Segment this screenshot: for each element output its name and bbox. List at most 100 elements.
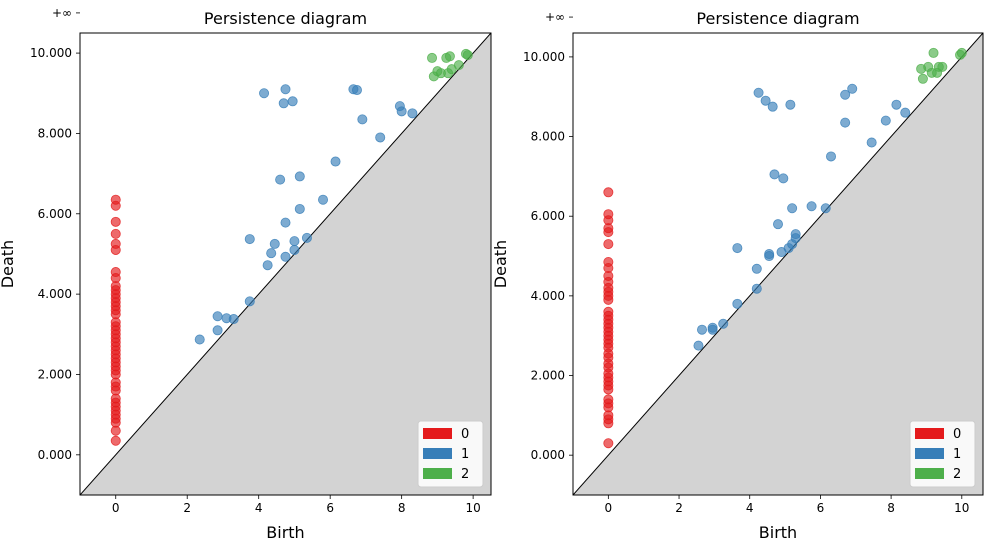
chart-title: Persistence diagram [204, 9, 367, 28]
legend: 0 1 2 [909, 420, 976, 488]
legend-swatch-0 [423, 428, 452, 439]
data-point [289, 244, 300, 255]
chart-panel-2: 0 2 4 6 8 100.0002.0004.0006.0008.00010.000+∞… [491, 9, 984, 542]
series-1 [693, 83, 911, 351]
data-point [110, 200, 121, 211]
data-point [603, 239, 614, 250]
y-tick-label: 8.000 [531, 130, 565, 144]
y-axis-label: Death [491, 240, 510, 288]
y-tick-label: 8.000 [38, 126, 72, 140]
data-point [244, 296, 255, 307]
y-tick-label: 10.000 [523, 50, 565, 64]
data-point [917, 73, 928, 84]
data-point [956, 47, 967, 58]
data-point [778, 173, 789, 184]
y-axis-label: Death [0, 240, 17, 288]
y-tick-label: 10.000 [30, 46, 72, 60]
axes-frame [572, 32, 984, 496]
series-0 [603, 12, 614, 449]
data-point [603, 294, 614, 305]
data-point [110, 435, 121, 446]
data-point [357, 114, 368, 125]
legend-swatch-0 [915, 428, 944, 439]
data-point [751, 283, 762, 294]
data-point [603, 384, 614, 395]
y-tick-label: 6.000 [38, 207, 72, 221]
diagonal-line [80, 33, 491, 495]
data-point [110, 216, 121, 227]
data-point [847, 83, 858, 94]
data-point [891, 99, 902, 110]
data-point [110, 244, 121, 255]
data-point [937, 61, 948, 72]
data-point [375, 132, 386, 143]
inf-tick-label: +∞ [52, 6, 72, 20]
data-point [289, 236, 300, 247]
chart-panel-1: 0 2 4 6 8 100.0002.0004.0006.0008.00010.000+∞… [0, 6, 492, 542]
x-tick-label: 4 [255, 501, 263, 515]
data-point [110, 425, 121, 436]
data-point [773, 219, 784, 230]
data-point [275, 174, 286, 185]
plot-area [80, 33, 491, 495]
data-point [280, 217, 291, 228]
data-point [228, 314, 239, 325]
data-point [718, 318, 729, 329]
data-point [820, 203, 831, 214]
data-point [407, 108, 418, 119]
x-axis-label: Birth [759, 523, 797, 542]
legend-swatch-2 [423, 468, 452, 479]
data-point [767, 101, 778, 112]
data-point [453, 60, 464, 71]
x-tick-label: 10 [465, 501, 480, 515]
x-tick-label: 2 [183, 501, 191, 515]
data-point [866, 137, 877, 148]
legend-label-1: 1 [461, 447, 469, 462]
axes-frame [79, 32, 492, 496]
data-point [764, 249, 775, 260]
series-1 [194, 84, 418, 345]
data-point [693, 340, 704, 351]
data-point [604, 12, 613, 21]
data-point [444, 51, 455, 62]
x-tick-label: 6 [326, 501, 334, 515]
x-tick-label: 0 [112, 501, 120, 515]
data-point [760, 95, 771, 106]
legend-swatch-1 [915, 448, 944, 459]
data-point [427, 52, 438, 63]
legend: 0 1 2 [417, 420, 484, 488]
data-point [266, 248, 277, 259]
data-point [697, 324, 708, 335]
legend-swatch-2 [915, 468, 944, 479]
y-tick-label: 4.000 [38, 287, 72, 301]
y-tick-label: 4.000 [531, 289, 565, 303]
data-point [278, 98, 289, 109]
data-point [294, 171, 305, 182]
legend-label-1: 1 [953, 447, 961, 462]
data-point [707, 322, 718, 333]
data-point [351, 85, 362, 96]
x-axis-label: Birth [266, 523, 304, 542]
data-point [212, 311, 223, 322]
data-point [732, 243, 743, 254]
data-point [826, 151, 837, 162]
data-point [790, 233, 801, 244]
chart-title: Persistence diagram [696, 9, 859, 28]
legend-label-2: 2 [953, 467, 961, 482]
data-point [396, 106, 407, 117]
data-point [259, 88, 270, 99]
x-tick-label: 8 [398, 501, 406, 515]
data-point [301, 232, 312, 243]
y-tick-label: 6.000 [531, 209, 565, 223]
data-point [769, 169, 780, 180]
data-point [287, 96, 298, 107]
legend-label-0: 0 [953, 427, 961, 442]
data-point [840, 117, 851, 128]
data-point [753, 87, 764, 98]
data-point [212, 325, 223, 336]
x-tick-label: 2 [675, 501, 683, 515]
x-tick-label: 8 [887, 501, 895, 515]
data-point [280, 84, 291, 95]
data-point [806, 201, 817, 212]
